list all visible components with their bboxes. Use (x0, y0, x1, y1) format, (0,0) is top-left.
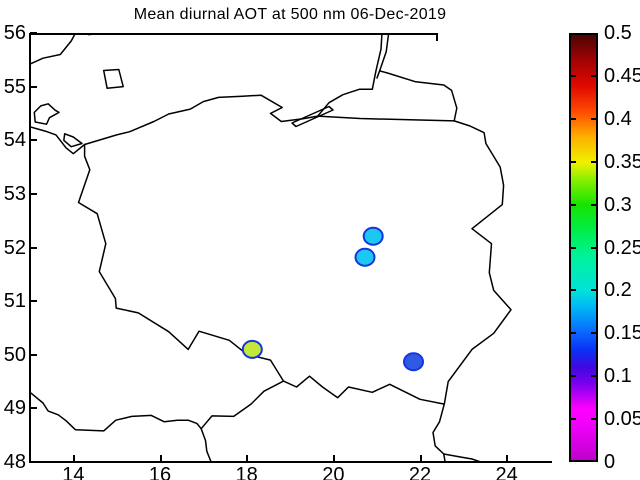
russia-lithuania-border (379, 70, 458, 122)
colorbar-tick-label: 0.05 (604, 408, 640, 431)
poland-border (77, 94, 512, 405)
slovakia-ukraine-border (432, 403, 446, 462)
y-tick-label: 54 (3, 129, 26, 152)
top-boundary-tick (436, 33, 438, 41)
colorbar-tick-label: 0 (604, 451, 616, 473)
data-point (354, 247, 376, 267)
x-tick-label: 22 (408, 464, 432, 480)
czech-slovakia-border (200, 380, 285, 430)
curonian-spit-inner (376, 33, 390, 79)
x-tick-label: 14 (62, 464, 85, 480)
y-tick-mark (30, 407, 37, 410)
data-point (403, 352, 424, 372)
colorbar-tick-mark (571, 375, 576, 378)
colorbar-tick-mark (571, 332, 576, 335)
colorbar-tick-label: 0.3 (604, 193, 632, 216)
x-axis-line (29, 461, 552, 463)
x-tick-label: 18 (235, 464, 258, 480)
chart-title: Mean diurnal AOT at 500 nm 06-Dec-2019 (133, 6, 447, 23)
colorbar-tick-label: 0.35 (604, 150, 640, 173)
y-tick-mark (30, 32, 37, 34)
x-tick-label: 24 (495, 464, 518, 480)
y-tick-mark (30, 192, 37, 195)
y-tick-label: 53 (3, 182, 26, 205)
colorbar-tick-mark (571, 117, 576, 120)
y-tick-label: 49 (3, 397, 26, 420)
colorbar-tick-mark (571, 246, 576, 249)
ukraine-hungary-border (443, 453, 482, 462)
colorbar-tick-mark (591, 74, 596, 77)
colorbar-tick-mark (571, 74, 576, 77)
y-tick-mark (30, 353, 37, 356)
swedish-coastline (30, 33, 77, 65)
x-tick-mark (332, 455, 335, 462)
colorbar-tick-label: 0.4 (604, 107, 632, 130)
colorbar-tick-mark (571, 418, 576, 421)
y-tick-mark (30, 139, 37, 142)
data-point (241, 339, 263, 359)
colorbar-tick-mark (591, 332, 596, 335)
y-tick-mark (30, 246, 37, 249)
colorbar-tick-label: 0.2 (604, 279, 632, 302)
x-tick-mark (159, 455, 162, 462)
x-tick-mark (72, 455, 75, 462)
colorbar-tick-mark (571, 203, 576, 206)
y-tick-label: 51 (3, 290, 26, 313)
colorbar-tick-label: 0.5 (604, 22, 632, 44)
top-boundary-line (29, 33, 438, 35)
kaliningrad-coastline (316, 33, 383, 117)
x-tick-label: 20 (322, 464, 345, 480)
x-tick-mark (506, 455, 509, 462)
colorbar-tick-label: 0.45 (604, 64, 640, 87)
colorbar-tick-mark (591, 117, 596, 120)
german-coastline (30, 126, 86, 155)
map-canvas (30, 33, 512, 462)
colorbar-tick-label: 0.15 (604, 322, 640, 345)
ruegen-island (33, 103, 60, 125)
colorbar-tick-mark (591, 246, 596, 249)
y-tick-mark (30, 85, 37, 88)
y-tick-label: 52 (3, 236, 26, 259)
x-tick-mark (419, 455, 422, 462)
colorbar-tick-mark (571, 160, 576, 163)
czech-german-austrian-border (30, 391, 202, 432)
colorbar-tick-mark (591, 375, 596, 378)
data-point (362, 226, 384, 246)
y-tick-label: 55 (3, 75, 26, 98)
y-tick-label: 50 (3, 343, 26, 366)
usedom-island (63, 133, 83, 148)
colorbar-tick-mark (591, 418, 596, 421)
y-tick-mark (30, 461, 37, 463)
colorbar-tick-mark (591, 289, 596, 292)
y-tick-mark (30, 300, 37, 303)
colorbar-tick-label: 0.1 (604, 365, 632, 388)
bornholm-island (102, 68, 124, 89)
y-tick-label: 48 (3, 451, 26, 473)
colorbar-tick-label: 0.25 (604, 236, 640, 259)
swedish-coast-dash (87, 33, 101, 36)
colorbar-tick-mark (591, 160, 596, 163)
x-tick-mark (246, 455, 249, 462)
vistula-lagoon (291, 105, 334, 128)
x-tick-label: 16 (148, 464, 172, 480)
y-tick-label: 56 (3, 22, 26, 44)
austria-slovakia-border (200, 427, 212, 462)
colorbar-tick-mark (591, 203, 596, 206)
colorbar-tick-mark (571, 289, 576, 292)
